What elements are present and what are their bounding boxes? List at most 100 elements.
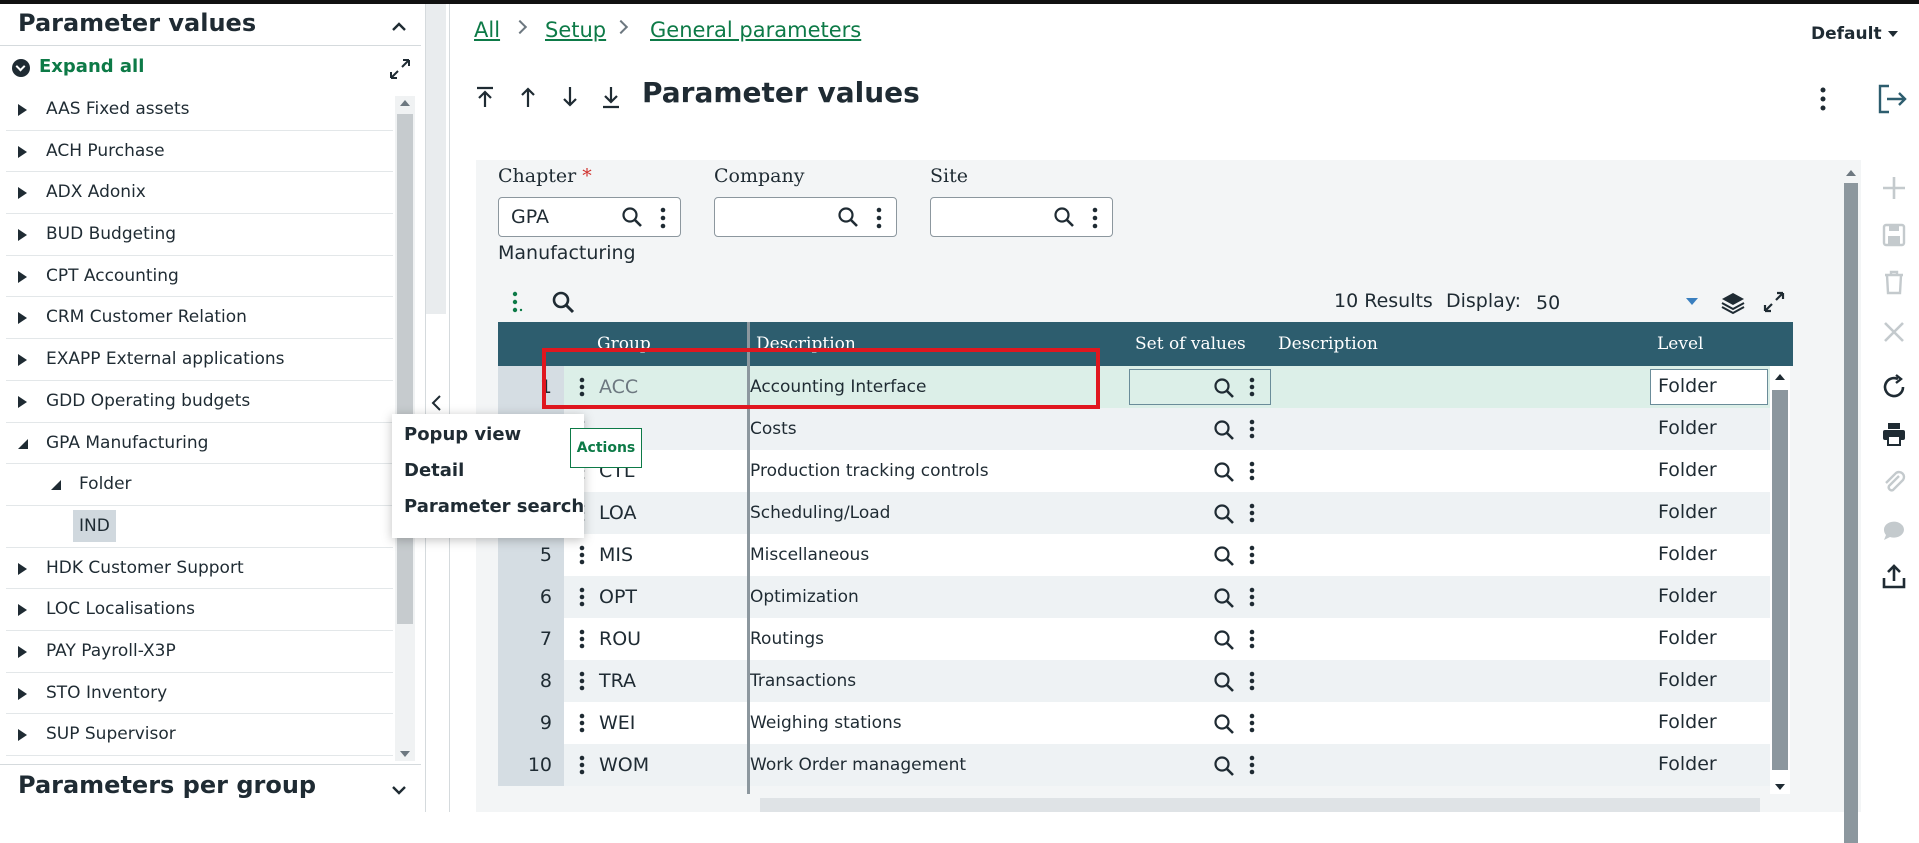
profile-selector[interactable]: Default: [1811, 24, 1882, 44]
menu-item-detail[interactable]: Detail: [404, 460, 465, 481]
set-of-values-search-icon[interactable]: [1213, 587, 1235, 609]
expand-triangle-icon[interactable]: [18, 145, 27, 158]
expand-triangle-icon[interactable]: [18, 312, 27, 325]
group-code-cell[interactable]: OPT: [599, 586, 638, 608]
set-of-values-options-icon[interactable]: [1248, 544, 1256, 566]
fullscreen-icon[interactable]: [388, 57, 412, 81]
table-row[interactable]: 7 ROU Routings Folder: [498, 618, 1770, 660]
breadcrumb-setup[interactable]: Setup: [545, 18, 607, 42]
set-of-values-search-icon[interactable]: [1213, 503, 1235, 525]
profile-dropdown-icon[interactable]: [1888, 31, 1898, 37]
company-field[interactable]: [714, 197, 897, 237]
grid-horizontal-scrollbar[interactable]: [760, 798, 1760, 812]
expand-triangle-icon[interactable]: [18, 187, 27, 200]
previous-record-icon[interactable]: [515, 84, 541, 110]
expand-triangle-icon[interactable]: [18, 270, 27, 283]
tree-node-expanded[interactable]: Folder: [6, 464, 393, 506]
scroll-down-arrow-icon[interactable]: [1775, 784, 1785, 790]
table-row[interactable]: 9 WEI Weighing stations Folder: [498, 702, 1770, 744]
set-of-values-options-icon[interactable]: [1248, 712, 1256, 734]
scrollbar-thumb[interactable]: [1844, 183, 1858, 843]
set-of-values-options-icon[interactable]: [1248, 502, 1256, 524]
level-cell[interactable]: Folder: [1658, 627, 1717, 649]
set-of-values-search-icon[interactable]: [1213, 671, 1235, 693]
export-icon[interactable]: [1880, 563, 1908, 591]
last-record-icon[interactable]: [598, 84, 624, 110]
row-actions-icon[interactable]: [578, 712, 586, 734]
level-cell[interactable]: Folder: [1658, 543, 1717, 565]
grid-options-icon[interactable]: [510, 290, 524, 314]
set-of-values-options-icon[interactable]: [1248, 586, 1256, 608]
tree-node[interactable]: LOC Localisations: [6, 589, 393, 631]
set-of-values-options-icon[interactable]: [1248, 754, 1256, 776]
table-row[interactable]: 1 ACC Accounting Interface Folder: [498, 366, 1770, 408]
print-icon[interactable]: [1880, 420, 1908, 448]
set-of-values-search-icon[interactable]: [1213, 545, 1235, 567]
splitter-bar[interactable]: [426, 4, 446, 314]
table-row[interactable]: 5 MIS Miscellaneous Folder: [498, 534, 1770, 576]
group-code-cell[interactable]: WEI: [599, 712, 636, 734]
set-of-values-options-icon[interactable]: [1248, 460, 1256, 482]
level-cell[interactable]: Folder: [1658, 501, 1717, 523]
column-header-level[interactable]: Level: [1657, 334, 1704, 354]
comment-icon[interactable]: [1880, 516, 1908, 544]
attachment-icon[interactable]: [1880, 468, 1908, 496]
level-cell[interactable]: Folder: [1658, 753, 1717, 775]
menu-item-popup-view[interactable]: Popup view: [404, 424, 522, 445]
first-record-icon[interactable]: [472, 84, 498, 110]
level-cell[interactable]: Folder: [1658, 375, 1717, 397]
more-options-icon[interactable]: [1812, 84, 1834, 114]
grid-vertical-scrollbar[interactable]: [1770, 366, 1790, 794]
group-code-cell[interactable]: ROU: [599, 628, 642, 650]
set-of-values-options-icon[interactable]: [1248, 418, 1256, 440]
set-of-values-search-icon[interactable]: [1213, 419, 1235, 441]
scroll-up-arrow-icon[interactable]: [1846, 170, 1856, 176]
tree-node[interactable]: PAY Payroll-X3P: [6, 631, 393, 673]
expand-triangle-icon[interactable]: [18, 229, 27, 242]
chevron-left-icon[interactable]: [428, 394, 446, 412]
display-count-select[interactable]: 50: [1536, 292, 1561, 314]
set-of-values-search-icon[interactable]: [1213, 629, 1235, 651]
display-dropdown-icon[interactable]: [1686, 298, 1698, 305]
search-icon[interactable]: [1053, 206, 1075, 228]
set-of-values-cell-editor[interactable]: [1129, 369, 1271, 405]
cancel-icon[interactable]: [1880, 318, 1908, 346]
expand-triangle-icon[interactable]: [18, 354, 27, 367]
page-vertical-scrollbar[interactable]: [1842, 165, 1860, 843]
grid-search-icon[interactable]: [551, 290, 575, 314]
tree-node-expanded[interactable]: GPA Manufacturing: [6, 423, 393, 465]
scroll-up-arrow-icon[interactable]: [400, 100, 410, 106]
chapter-field[interactable]: GPA: [498, 197, 681, 237]
tree-node[interactable]: EXAPP External applications: [6, 339, 393, 381]
row-actions-icon[interactable]: [578, 586, 586, 608]
level-cell[interactable]: Folder: [1658, 711, 1717, 733]
scrollbar-thumb[interactable]: [1772, 390, 1788, 770]
field-options-icon[interactable]: [1091, 206, 1099, 230]
tree-node[interactable]: SUP Supervisor: [6, 714, 393, 756]
group-code-cell[interactable]: LOA: [599, 502, 637, 524]
set-of-values-options-icon[interactable]: [1248, 670, 1256, 692]
collapse-triangle-icon[interactable]: [18, 438, 28, 449]
chapter-value[interactable]: GPA: [511, 206, 549, 228]
tree-node[interactable]: ACH Purchase: [6, 131, 393, 173]
collapse-section-icon[interactable]: [388, 16, 410, 38]
save-icon[interactable]: [1880, 221, 1908, 249]
site-field[interactable]: [930, 197, 1113, 237]
tree-node[interactable]: ADX Adonix: [6, 172, 393, 215]
expand-triangle-icon[interactable]: [18, 104, 27, 116]
menu-item-parameter-search[interactable]: Parameter search: [404, 496, 585, 517]
expand-section-icon[interactable]: [388, 779, 410, 801]
breadcrumb-all[interactable]: All: [474, 18, 501, 42]
set-of-values-options-icon[interactable]: [1248, 376, 1256, 398]
expand-all-row[interactable]: Expand all: [0, 47, 421, 85]
field-options-icon[interactable]: [659, 206, 667, 230]
tree-node[interactable]: CRM Customer Relation: [6, 297, 393, 340]
collapse-triangle-icon[interactable]: [51, 480, 61, 491]
level-cell-editor[interactable]: [1650, 369, 1768, 405]
expand-triangle-icon[interactable]: [18, 604, 27, 617]
tree-node[interactable]: GDD Operating budgets: [6, 381, 393, 423]
tree-node[interactable]: BUD Budgeting: [6, 214, 393, 256]
level-cell[interactable]: Folder: [1658, 669, 1717, 691]
